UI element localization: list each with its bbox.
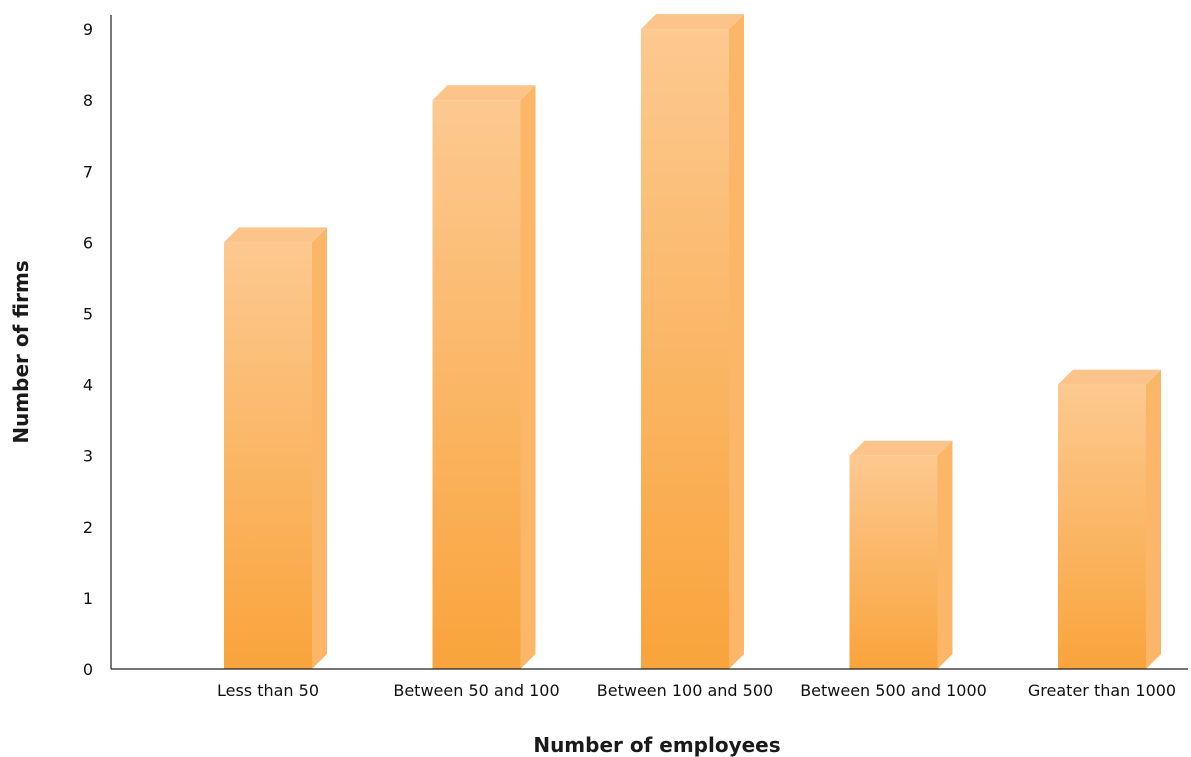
bar-front-face — [641, 29, 729, 670]
x-axis-tick-labels: Less than 50 Between 50 and 100 Between 10… — [217, 681, 1176, 700]
y-tick-label: 6 — [83, 233, 93, 252]
y-tick-label: 5 — [83, 305, 93, 324]
y-tick-label: 3 — [83, 447, 93, 466]
bar — [641, 14, 744, 670]
y-tick-label: 9 — [83, 20, 93, 39]
y-tick-label: 8 — [83, 91, 93, 110]
bar-front-face — [1058, 384, 1146, 669]
bar — [224, 227, 327, 669]
y-tick-label: 4 — [83, 376, 93, 395]
bar-side-face — [1146, 369, 1161, 669]
y-tick-label: 7 — [83, 162, 93, 181]
bar-top-face — [641, 14, 744, 30]
x-tick-label: Between 500 and 1000 — [800, 681, 987, 700]
bar — [1058, 369, 1161, 669]
x-axis-title: Number of employees — [533, 733, 780, 757]
bar-side-face — [729, 14, 744, 670]
x-tick-label: Between 100 and 500 — [597, 681, 773, 700]
bar-side-face — [937, 440, 953, 669]
y-axis-title: Number of firms — [9, 260, 33, 443]
y-tick-label: 1 — [83, 589, 93, 608]
bar-side-face — [520, 85, 536, 669]
bar-front-face — [849, 455, 938, 669]
bar — [849, 440, 953, 669]
y-tick-label: 0 — [83, 660, 93, 679]
bar-top-face — [1058, 369, 1161, 385]
bar-side-face — [312, 227, 327, 669]
bar-top-face — [224, 227, 327, 243]
bar-top-face — [849, 440, 953, 456]
bar-front-face — [224, 242, 312, 669]
bar-front-face — [432, 100, 521, 669]
y-axis-ticks: 0 1 2 3 4 5 6 7 8 9 — [83, 20, 93, 679]
bars — [224, 14, 1161, 670]
y-tick-label: 2 — [83, 518, 93, 537]
x-tick-label: Less than 50 — [217, 681, 319, 700]
x-tick-label: Between 50 and 100 — [393, 681, 559, 700]
bar-top-face — [432, 85, 536, 101]
x-tick-label: Greater than 1000 — [1028, 681, 1176, 700]
bar — [432, 85, 536, 669]
